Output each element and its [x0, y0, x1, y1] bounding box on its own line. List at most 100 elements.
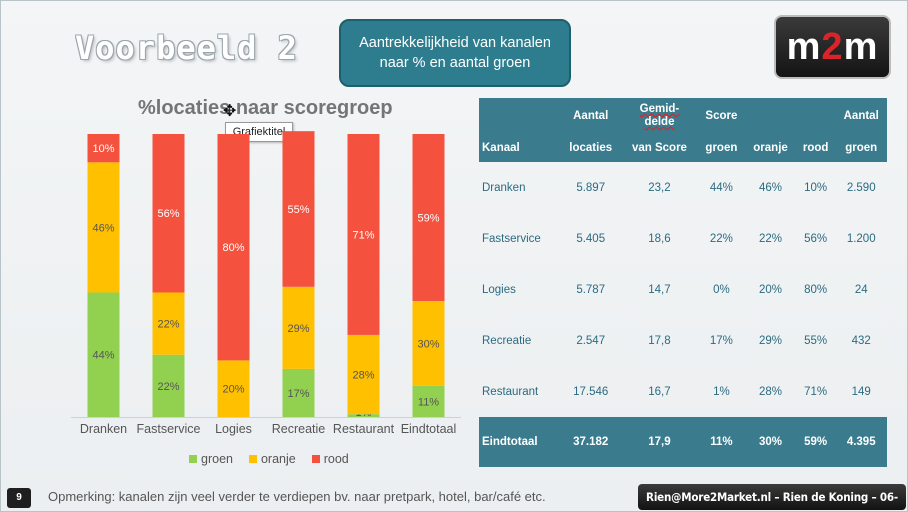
th-top-3: Score [705, 110, 738, 122]
chart-legend: groen oranje rood [189, 452, 349, 466]
cell-locaties: 5.897 [576, 181, 606, 194]
cell-locaties: 5.405 [576, 232, 606, 245]
legend-item-oranje: oranje [248, 452, 296, 466]
bar-oranje-restaurant[interactable] [347, 334, 380, 415]
bar-rood-recreatie[interactable] [282, 131, 315, 287]
th-top-1: Aantal [573, 110, 609, 122]
cell-rood: 59% [795, 417, 836, 467]
cell-kanaal: Dranken [482, 181, 526, 194]
cell-aantal-groen: 24 [854, 283, 868, 296]
cell-oranje: 20% [759, 283, 783, 296]
bar-oranje-recreatie[interactable] [282, 286, 315, 369]
table-header-row-bottom: Kanaal locaties van Score groen oranje r… [479, 134, 887, 162]
footnote: Opmerking: kanalen zijn veel verder te v… [48, 489, 546, 504]
data-label-rood-restaurant: 71% [352, 229, 374, 241]
cell-gemiddelde: 17,9 [621, 417, 698, 467]
data-label-rood-fastservice: 56% [157, 208, 179, 220]
data-label-rood-logies: 80% [222, 242, 244, 254]
cell-aantal-groen: 1.200 [846, 232, 876, 245]
cell-rood: 80% [804, 283, 828, 296]
table-header-row-top: Aantal Gemid- delde Score Aantal [479, 98, 887, 134]
th-top-2: Gemid- delde [621, 98, 697, 134]
cell-aantal-groen: 2.590 [846, 181, 876, 194]
cell-locaties: 2.547 [576, 334, 606, 347]
channel-table: Aantal Gemid- delde Score Aantal Kanaal … [479, 98, 887, 467]
cell-locaties: 17.546 [573, 385, 609, 398]
table-row: Logies 5.787 14,7 0% 20% 80% 24 [479, 264, 887, 315]
x-tick-label: Eindtotaal [401, 422, 457, 436]
bar-groen-eindtotaal[interactable] [412, 385, 445, 417]
cell-aantal-groen: 432 [851, 334, 871, 347]
contact-banner: Rien@More2Market.nl – Rien de Koning – 0… [638, 484, 906, 510]
cell-gemiddelde: 17,8 [648, 334, 671, 347]
cell-rood: 71% [804, 385, 828, 398]
x-tick-label: Logies [215, 422, 252, 436]
data-label-groen-eindtotaal: 11% [418, 396, 439, 408]
data-label-oranje-fastservice: 22% [157, 319, 179, 331]
th-top-6: Aantal [843, 110, 879, 122]
bar-rood-eindtotaal[interactable] [412, 134, 445, 301]
table-row: Dranken 5.897 23,2 44% 46% 10% 2.590 [479, 162, 887, 213]
th-top-2-text: Gemid- delde [639, 103, 680, 128]
table-row: Restaurant 17.546 16,7 1% 28% 71% 149 [479, 366, 887, 417]
x-tick-label: Recreatie [272, 422, 326, 436]
slide-title: Voorbeeld 2 [75, 29, 298, 67]
move-cursor-icon: ✥ [223, 103, 237, 120]
cell-kanaal: Fastservice [482, 232, 541, 245]
cell-aantal-groen: 149 [851, 385, 871, 398]
data-label-rood-eindtotaal: 59% [417, 212, 439, 224]
cell-groen: 11% [697, 417, 746, 467]
cell-rood: 56% [804, 232, 828, 245]
bar-rood-dranken[interactable] [87, 134, 120, 163]
bar-groen-fastservice[interactable] [152, 354, 185, 417]
cell-kanaal: Eindtotaal [479, 417, 561, 467]
th-top-5 [796, 98, 836, 134]
legend-swatch-rood [311, 455, 320, 463]
cell-rood: 55% [804, 334, 828, 347]
cell-oranje: 30% [745, 417, 796, 467]
bar-rood-restaurant[interactable] [347, 134, 380, 335]
bar-groen-dranken[interactable] [87, 292, 120, 417]
cell-rood: 10% [804, 181, 828, 194]
data-label-oranje-eindtotaal: 30% [417, 338, 439, 350]
data-label-oranje-dranken: 46% [92, 222, 114, 234]
bar-oranje-logies[interactable] [217, 360, 250, 417]
bar-groen-restaurant[interactable] [347, 414, 380, 417]
bar-oranje-dranken[interactable] [87, 162, 120, 293]
th-locaties: locaties [569, 142, 613, 154]
data-label-groen-fastservice: 22% [157, 381, 179, 393]
stacked-bar-chart[interactable]: 44%46%10%Dranken22%22%56%Fastservice0%20… [71, 127, 461, 452]
legend-label-oranje: oranje [260, 452, 296, 466]
legend-swatch-groen [189, 455, 197, 463]
cell-gemiddelde: 16,7 [648, 385, 671, 398]
cell-groen: 44% [709, 181, 733, 194]
logo-part-3: m [843, 26, 879, 68]
legend-item-groen: groen [189, 452, 233, 466]
data-label-oranje-recreatie: 29% [287, 323, 309, 335]
legend-label-groen: groen [201, 452, 233, 466]
legend-item-rood: rood [311, 452, 349, 466]
cell-oranje: 22% [759, 232, 783, 245]
bar-rood-logies[interactable] [217, 134, 250, 361]
cell-aantal-groen: 4.395 [835, 417, 887, 467]
chart-title[interactable]: %locaties naar scoregroep [138, 97, 393, 119]
table-total-row: Eindtotaal 37.182 17,9 11% 30% 59% 4.395 [479, 417, 887, 467]
x-tick-label: Restaurant [333, 422, 395, 436]
cell-gemiddelde: 14,7 [648, 283, 671, 296]
logo-part-1: m [786, 26, 822, 68]
data-label-groen-dranken: 44% [92, 350, 114, 362]
cell-groen: 1% [713, 385, 730, 398]
bar-groen-recreatie[interactable] [282, 368, 315, 417]
page-number: 9 [7, 488, 31, 508]
bar-oranje-fastservice[interactable] [152, 292, 185, 355]
data-label-groen-recreatie: 17% [287, 388, 309, 400]
bar-oranje-eindtotaal[interactable] [412, 300, 445, 386]
bar-rood-fastservice[interactable] [152, 134, 185, 293]
cell-groen: 17% [709, 334, 733, 347]
callout-box: Aantrekkelijkheid van kanalen naar % en … [339, 19, 571, 87]
cell-oranje: 29% [759, 334, 783, 347]
table-row: Fastservice 5.405 18,6 22% 22% 56% 1.200 [479, 213, 887, 264]
data-label-rood-dranken: 10% [92, 143, 114, 155]
data-label-oranje-logies: 20% [222, 384, 244, 396]
x-tick-label: Dranken [80, 422, 127, 436]
